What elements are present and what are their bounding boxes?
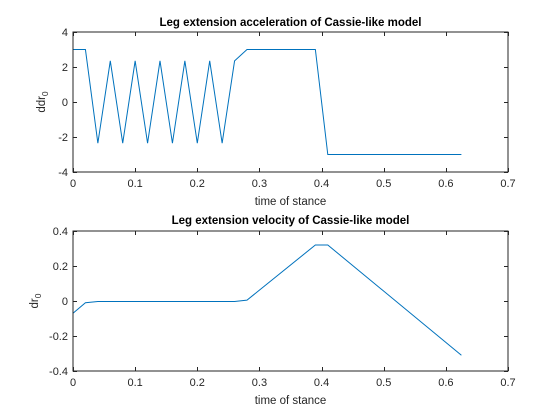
x-tick-label: 0.7 (500, 377, 515, 389)
chart-title: Leg extension velocity of Cassie-like mo… (172, 215, 410, 227)
y-tick-label: 0.4 (53, 226, 68, 238)
x-tick-label: 0.5 (376, 178, 391, 190)
x-tick-label: 0.6 (438, 178, 453, 190)
x-tick-label: 0 (70, 178, 76, 190)
y-axis-label-main: dr (29, 298, 41, 308)
series-layer (73, 49, 462, 155)
y-axis-label: dr0 (29, 293, 43, 308)
x-ticks: 0 0.1 0.2 0.3 0.4 0.5 0.6 0.7 (70, 32, 516, 190)
x-tick-label: 0.2 (190, 178, 205, 190)
y-tick-label: -4 (58, 167, 68, 179)
velocity-axes: Leg extension velocity of Cassie-like mo… (29, 215, 516, 407)
y-axis-label-main: ddr (36, 96, 48, 113)
y-axis-label-subscript: 0 (33, 293, 43, 298)
y-tick-label: 0 (62, 97, 68, 109)
x-tick-label: 0.1 (127, 377, 142, 389)
chart-title: Leg extension acceleration of Cassie-lik… (159, 17, 421, 29)
y-tick-label: -0.2 (49, 331, 68, 343)
x-tick-label: 0.7 (500, 178, 515, 190)
y-ticks: -0.4 -0.2 0 0.2 0.4 (49, 226, 508, 378)
y-tick-label: 4 (62, 27, 68, 39)
axes-box (72, 31, 509, 173)
x-tick-label: 0.4 (314, 178, 329, 190)
x-tick-label: 0.5 (376, 377, 391, 389)
x-tick-label: 0.4 (314, 377, 329, 389)
series-line (73, 49, 462, 155)
y-axis-label: ddr0 (36, 91, 50, 113)
y-tick-label: -2 (58, 132, 68, 144)
y-tick-label: -0.4 (49, 366, 68, 378)
x-tick-label: 0 (70, 377, 76, 389)
x-tick-label: 0.1 (127, 178, 142, 190)
y-axis-label-subscript: 0 (40, 91, 50, 96)
axes-box (72, 230, 509, 372)
x-tick-label: 0.3 (252, 178, 267, 190)
plot-area-background (73, 231, 508, 371)
series-layer (72, 244, 462, 356)
x-tick-label: 0.6 (438, 377, 453, 389)
plot-area-background (73, 32, 508, 172)
series-line (72, 244, 462, 356)
y-tick-label: 0.2 (53, 261, 68, 273)
y-tick-label: 0 (62, 296, 68, 308)
y-tick-label: 2 (62, 62, 68, 74)
x-axis-label: time of stance (255, 395, 327, 407)
x-tick-label: 0.2 (190, 377, 205, 389)
x-tick-label: 0.3 (252, 377, 267, 389)
acceleration-axes: Leg extension acceleration of Cassie-lik… (36, 17, 516, 208)
x-axis-label: time of stance (255, 196, 327, 208)
